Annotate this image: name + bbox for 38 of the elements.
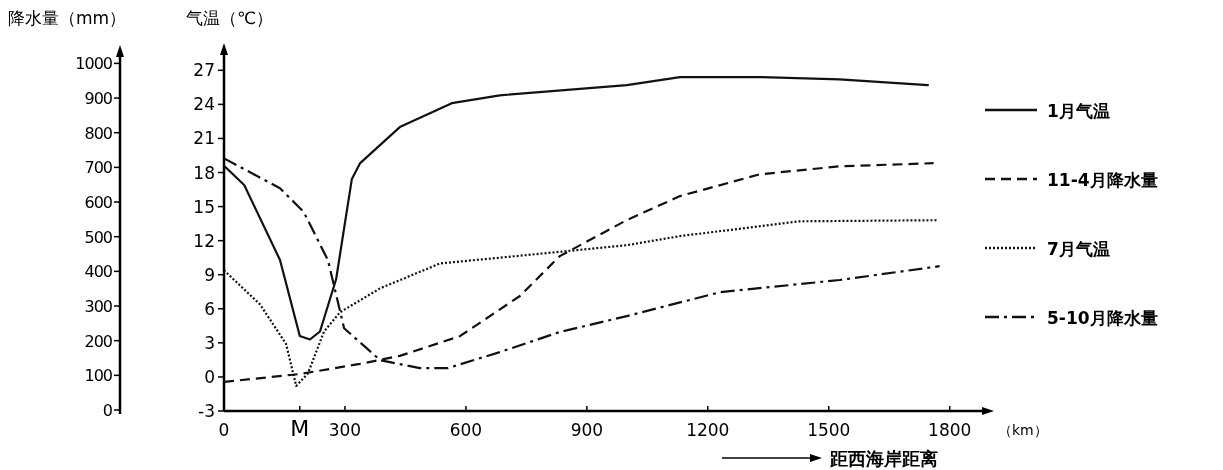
y-tick-label: 3 xyxy=(204,332,215,353)
x-tick-label: M xyxy=(290,416,310,441)
y2-tick-label: 0 xyxy=(102,401,113,420)
x-tick-label: 1200 xyxy=(686,420,730,440)
y2-tick-label: 800 xyxy=(84,123,113,143)
x-tick-label: 1500 xyxy=(807,420,851,440)
y-tick-label: 21 xyxy=(193,128,215,149)
x-tick-label: 600 xyxy=(449,420,483,440)
y2-tick-label: 600 xyxy=(84,193,113,213)
y2-tick-label: 1000 xyxy=(75,54,113,74)
y-axis-title: 气温（℃） xyxy=(186,8,274,28)
legend-label: 5-10月降水量 xyxy=(1047,308,1158,328)
y-tick-label: 15 xyxy=(193,196,215,217)
x-tick-label: 0 xyxy=(218,420,230,440)
legend-label: 7月气温 xyxy=(1047,239,1110,259)
x-tick-label: 1800 xyxy=(928,420,972,440)
y-tick-label: 9 xyxy=(204,264,215,285)
x-tick-label: 300 xyxy=(328,420,362,440)
legend-label: 11-4月降水量 xyxy=(1047,170,1158,190)
y2-tick-label: 200 xyxy=(84,331,113,351)
y-tick-label: 6 xyxy=(204,298,215,319)
y-tick-label: 27 xyxy=(193,60,215,81)
y2-tick-label: 700 xyxy=(84,158,113,178)
y-tick-label: 18 xyxy=(193,162,215,183)
x-tick-label: 900 xyxy=(570,420,604,440)
text: 距西海岸距离 xyxy=(829,448,938,469)
y2-tick-label: 400 xyxy=(84,262,113,282)
y-tick-label: 0 xyxy=(204,366,215,387)
y2-tick-label: 500 xyxy=(84,227,113,247)
y2-tick-label: 900 xyxy=(84,89,113,109)
x-axis-title: （km） xyxy=(998,422,1048,438)
y2-axis-title: 降水量（mm） xyxy=(8,8,127,28)
y-tick-label: -3 xyxy=(198,401,215,421)
legend-label: 1月气温 xyxy=(1047,101,1110,121)
y-tick-label: 24 xyxy=(193,94,215,115)
y2-tick-label: 300 xyxy=(84,297,113,317)
y2-tick-label: 100 xyxy=(84,366,113,386)
y-tick-label: 12 xyxy=(193,230,215,251)
